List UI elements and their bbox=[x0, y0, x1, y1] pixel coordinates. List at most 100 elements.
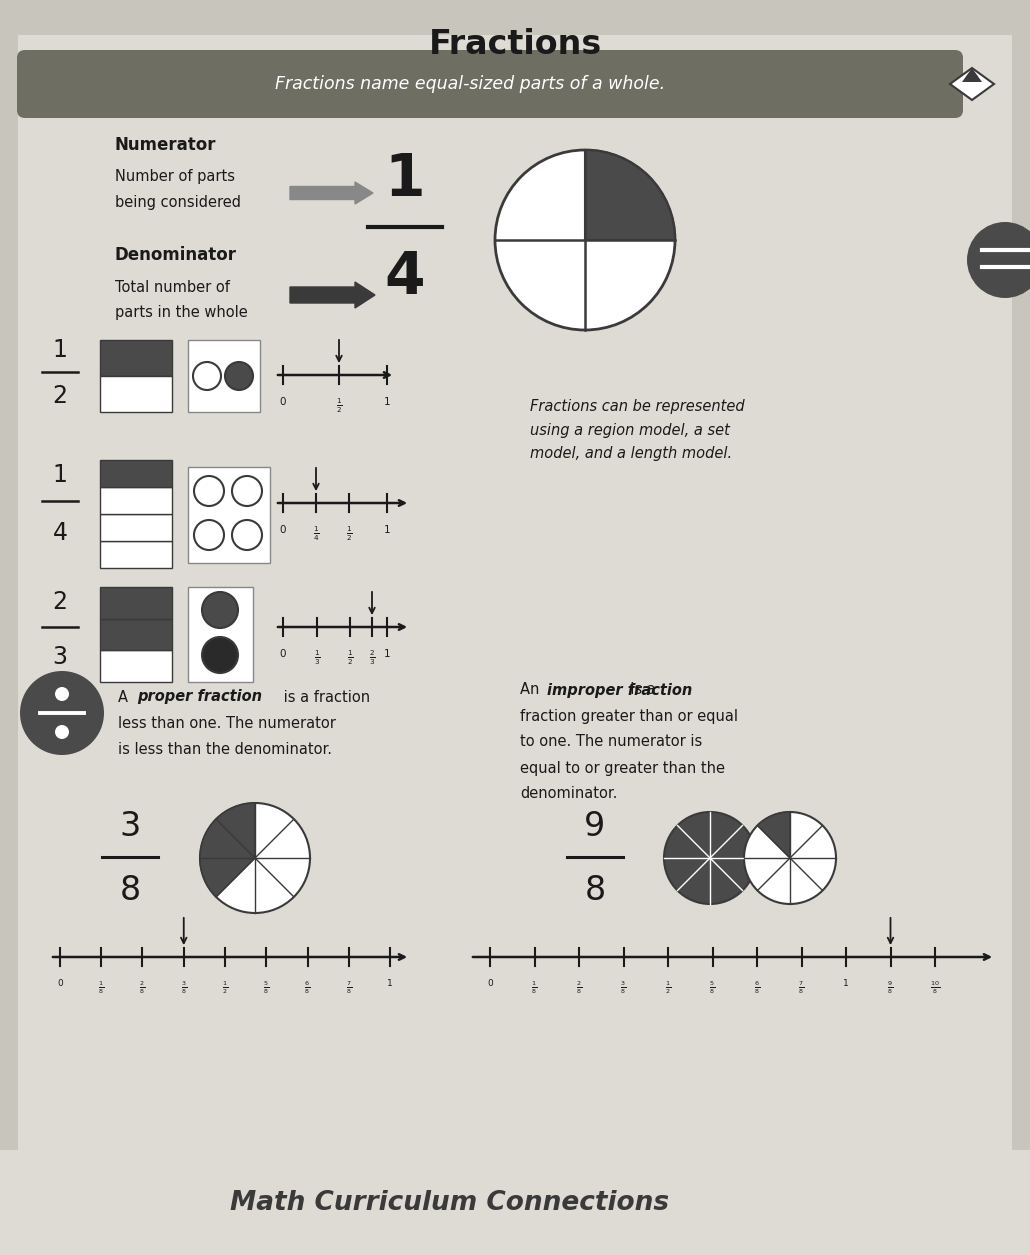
Circle shape bbox=[55, 725, 69, 739]
Text: is a: is a bbox=[547, 683, 656, 698]
FancyArrow shape bbox=[290, 282, 375, 307]
Text: 2: 2 bbox=[53, 384, 68, 408]
Circle shape bbox=[202, 638, 238, 673]
Text: $\frac{1}{3}$: $\frac{1}{3}$ bbox=[314, 649, 320, 668]
Bar bbox=[100, 376, 172, 412]
FancyArrow shape bbox=[290, 182, 373, 205]
Circle shape bbox=[55, 686, 69, 702]
Text: being considered: being considered bbox=[115, 196, 241, 211]
Text: Number of parts: Number of parts bbox=[115, 169, 235, 184]
Text: $\frac{1}{2}$: $\frac{1}{2}$ bbox=[665, 979, 671, 995]
Text: $\frac{7}{8}$: $\frac{7}{8}$ bbox=[346, 979, 352, 995]
Text: $\frac{1}{2}$: $\frac{1}{2}$ bbox=[346, 525, 352, 543]
Bar bbox=[100, 487, 172, 515]
Text: denominator.: denominator. bbox=[520, 787, 617, 802]
Text: $\frac{5}{8}$: $\frac{5}{8}$ bbox=[264, 979, 269, 995]
Text: $\frac{9}{8}$: $\frac{9}{8}$ bbox=[888, 979, 893, 995]
Circle shape bbox=[194, 520, 224, 550]
Text: $\frac{6}{8}$: $\frac{6}{8}$ bbox=[754, 979, 760, 995]
Text: 0: 0 bbox=[57, 979, 63, 988]
Circle shape bbox=[232, 520, 262, 550]
Wedge shape bbox=[585, 151, 675, 240]
Bar bbox=[100, 541, 172, 569]
Circle shape bbox=[193, 361, 221, 390]
Text: improper fraction: improper fraction bbox=[547, 683, 692, 698]
Circle shape bbox=[232, 476, 262, 506]
Text: $\frac{1}{2}$: $\frac{1}{2}$ bbox=[347, 649, 353, 668]
Text: Total number of: Total number of bbox=[115, 280, 230, 295]
Polygon shape bbox=[962, 68, 982, 82]
Text: $\frac{6}{8}$: $\frac{6}{8}$ bbox=[305, 979, 310, 995]
Text: $\frac{1}{2}$: $\frac{1}{2}$ bbox=[336, 397, 342, 415]
Text: 1: 1 bbox=[844, 979, 849, 988]
FancyBboxPatch shape bbox=[18, 50, 963, 118]
Bar bbox=[100, 619, 172, 650]
Text: $\frac{7}{8}$: $\frac{7}{8}$ bbox=[798, 979, 804, 995]
Circle shape bbox=[967, 222, 1030, 297]
Text: 1: 1 bbox=[384, 525, 390, 535]
Circle shape bbox=[744, 812, 836, 904]
Text: 1: 1 bbox=[384, 397, 390, 407]
Text: is less than the denominator.: is less than the denominator. bbox=[118, 742, 332, 757]
Bar bbox=[188, 587, 253, 681]
Text: 3: 3 bbox=[119, 811, 141, 843]
Bar bbox=[100, 461, 172, 487]
Circle shape bbox=[20, 671, 104, 756]
Text: proper fraction: proper fraction bbox=[137, 689, 262, 704]
Text: 0: 0 bbox=[280, 649, 286, 659]
Text: to one. The numerator is: to one. The numerator is bbox=[520, 734, 702, 749]
Text: 4: 4 bbox=[53, 521, 68, 545]
Text: Math Curriculum Connections: Math Curriculum Connections bbox=[231, 1190, 670, 1216]
Text: $\frac{2}{8}$: $\frac{2}{8}$ bbox=[576, 979, 582, 995]
Text: 1: 1 bbox=[53, 463, 67, 487]
Bar bbox=[0, 1150, 1030, 1255]
Text: $\frac{1}{4}$: $\frac{1}{4}$ bbox=[313, 525, 319, 543]
Text: less than one. The numerator: less than one. The numerator bbox=[118, 715, 336, 730]
Circle shape bbox=[495, 151, 675, 330]
Text: 9: 9 bbox=[584, 811, 606, 843]
Text: parts in the whole: parts in the whole bbox=[115, 305, 248, 320]
Text: $\frac{1}{8}$: $\frac{1}{8}$ bbox=[531, 979, 538, 995]
Text: Denominator: Denominator bbox=[115, 246, 237, 264]
Text: 4: 4 bbox=[384, 248, 425, 305]
Polygon shape bbox=[950, 68, 994, 100]
Bar bbox=[100, 515, 172, 541]
Circle shape bbox=[194, 476, 224, 506]
Text: 0: 0 bbox=[487, 979, 493, 988]
Text: Fractions name equal-sized parts of a whole.: Fractions name equal-sized parts of a wh… bbox=[275, 75, 665, 93]
Text: 8: 8 bbox=[584, 873, 606, 906]
Text: $\frac{1}{8}$: $\frac{1}{8}$ bbox=[98, 979, 104, 995]
Text: $\frac{1}{2}$: $\frac{1}{2}$ bbox=[222, 979, 228, 995]
Text: $\frac{5}{8}$: $\frac{5}{8}$ bbox=[710, 979, 716, 995]
Circle shape bbox=[200, 803, 310, 912]
Text: Numerator: Numerator bbox=[115, 136, 216, 154]
Text: Fractions: Fractions bbox=[428, 29, 602, 61]
Bar bbox=[100, 340, 172, 376]
Circle shape bbox=[202, 592, 238, 628]
Text: 1: 1 bbox=[387, 979, 392, 988]
Circle shape bbox=[664, 812, 756, 904]
Wedge shape bbox=[757, 812, 790, 858]
Text: $\frac{2}{3}$: $\frac{2}{3}$ bbox=[369, 649, 375, 668]
Text: fraction greater than or equal: fraction greater than or equal bbox=[520, 709, 739, 723]
Text: $\frac{3}{8}$: $\frac{3}{8}$ bbox=[620, 979, 626, 995]
Bar bbox=[188, 467, 270, 563]
Text: is a fraction: is a fraction bbox=[279, 689, 370, 704]
Bar bbox=[100, 650, 172, 681]
Text: 1: 1 bbox=[53, 338, 67, 361]
Text: 0: 0 bbox=[280, 525, 286, 535]
Bar bbox=[188, 340, 260, 412]
Bar bbox=[100, 587, 172, 619]
Text: $\frac{10}{8}$: $\frac{10}{8}$ bbox=[930, 979, 940, 995]
Text: 3: 3 bbox=[53, 645, 68, 669]
Text: 1: 1 bbox=[384, 649, 390, 659]
Circle shape bbox=[225, 361, 253, 390]
Text: $\frac{3}{8}$: $\frac{3}{8}$ bbox=[180, 979, 186, 995]
Text: Fractions can be represented
using a region model, a set
model, and a length mod: Fractions can be represented using a reg… bbox=[530, 399, 745, 461]
Text: 8: 8 bbox=[119, 873, 140, 906]
Text: 0: 0 bbox=[280, 397, 286, 407]
Text: A: A bbox=[118, 689, 133, 704]
Text: 2: 2 bbox=[53, 590, 68, 614]
Text: $\frac{2}{8}$: $\frac{2}{8}$ bbox=[139, 979, 145, 995]
Text: equal to or greater than the: equal to or greater than the bbox=[520, 761, 725, 776]
